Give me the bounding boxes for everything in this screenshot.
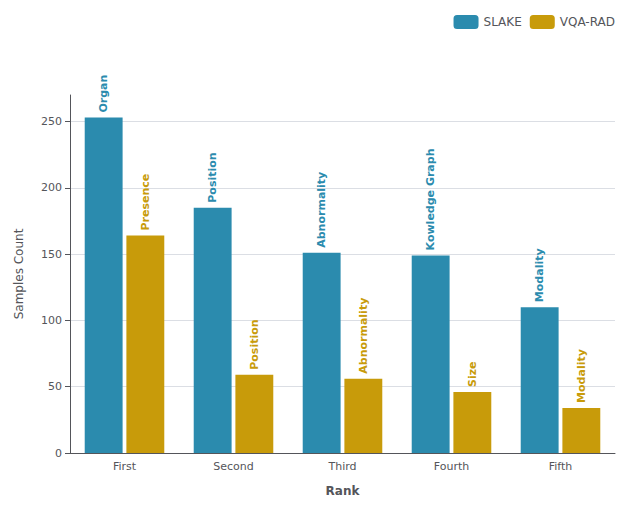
svg-text:Organ: Organ (97, 75, 110, 113)
svg-text:VQA-RAD: VQA-RAD (560, 15, 615, 29)
svg-text:Abnormality: Abnormality (357, 298, 370, 374)
svg-text:150: 150 (41, 248, 62, 261)
svg-text:Samples Count: Samples Count (12, 228, 26, 319)
svg-text:Third: Third (327, 460, 356, 473)
svg-text:200: 200 (41, 181, 62, 194)
svg-text:First: First (113, 460, 137, 473)
svg-text:Modality: Modality (575, 349, 588, 403)
svg-text:Abnormality: Abnormality (315, 172, 328, 248)
svg-text:Presence: Presence (139, 174, 152, 231)
svg-text:Second: Second (213, 460, 253, 473)
svg-text:250: 250 (41, 115, 62, 128)
svg-text:100: 100 (41, 314, 62, 327)
svg-text:50: 50 (48, 380, 62, 393)
svg-text:Size: Size (466, 361, 479, 387)
svg-text:0: 0 (55, 447, 62, 460)
svg-text:Position: Position (248, 319, 261, 369)
svg-text:Rank: Rank (326, 484, 361, 498)
svg-text:Modality: Modality (533, 248, 546, 302)
svg-text:Position: Position (206, 152, 219, 202)
svg-text:Kowledge Graph: Kowledge Graph (424, 149, 437, 251)
svg-text:Fifth: Fifth (549, 460, 573, 473)
svg-text:SLAKE: SLAKE (484, 15, 522, 29)
svg-text:Fourth: Fourth (434, 460, 469, 473)
